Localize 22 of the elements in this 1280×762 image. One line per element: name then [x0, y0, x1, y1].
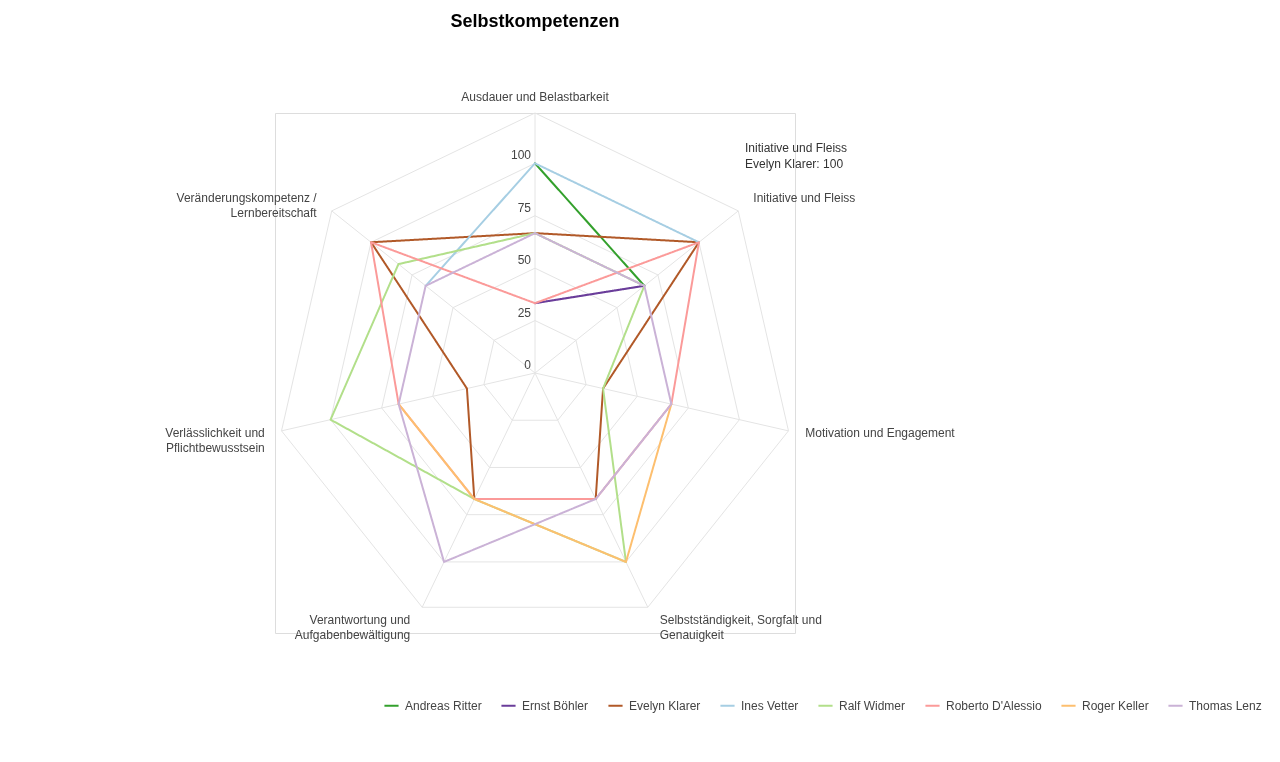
legend-label: Thomas Lenz: [1189, 698, 1262, 713]
chart-title: Selbstkompetenzen: [450, 11, 620, 31]
spoke-label: Verlässlichkeit und Pflichtbewusstsein: [165, 425, 265, 455]
spoke-label: Verantwortung und Aufgabenbewältigung: [294, 613, 411, 643]
y-tick-label: 25: [517, 305, 532, 320]
text: Initiative und Fleiss Evelyn Klarer: 100: [745, 141, 848, 171]
legend-label: Roberto D'Alessio: [946, 698, 1042, 713]
y-tick-label: 75: [517, 200, 532, 215]
legend-label: Roger Keller: [1082, 698, 1149, 713]
spoke-label: Initiative und Fleiss: [753, 191, 856, 206]
spoke-label: Ausdauer und Belastbarkeit: [461, 90, 610, 104]
legend-label: Ralf Widmer: [839, 698, 906, 713]
legend-label: Ernst Böhler: [522, 698, 589, 713]
legend-label: Ines Vetter: [741, 698, 799, 713]
y-tick-label: 0: [524, 358, 532, 372]
legend-label: Evelyn Klarer: [629, 698, 701, 713]
legend-label: Andreas Ritter: [405, 698, 482, 713]
y-tick-label: 50: [517, 253, 532, 268]
spoke-label: Motivation und Engagement: [805, 425, 956, 440]
spoke-label: Veränderungskompetenz / Lernbereitschaft: [176, 191, 318, 221]
spoke-label: Selbstständigkeit, Sorgfalt und Genauigkeit: [659, 613, 822, 643]
y-tick-label: 100: [510, 148, 532, 163]
